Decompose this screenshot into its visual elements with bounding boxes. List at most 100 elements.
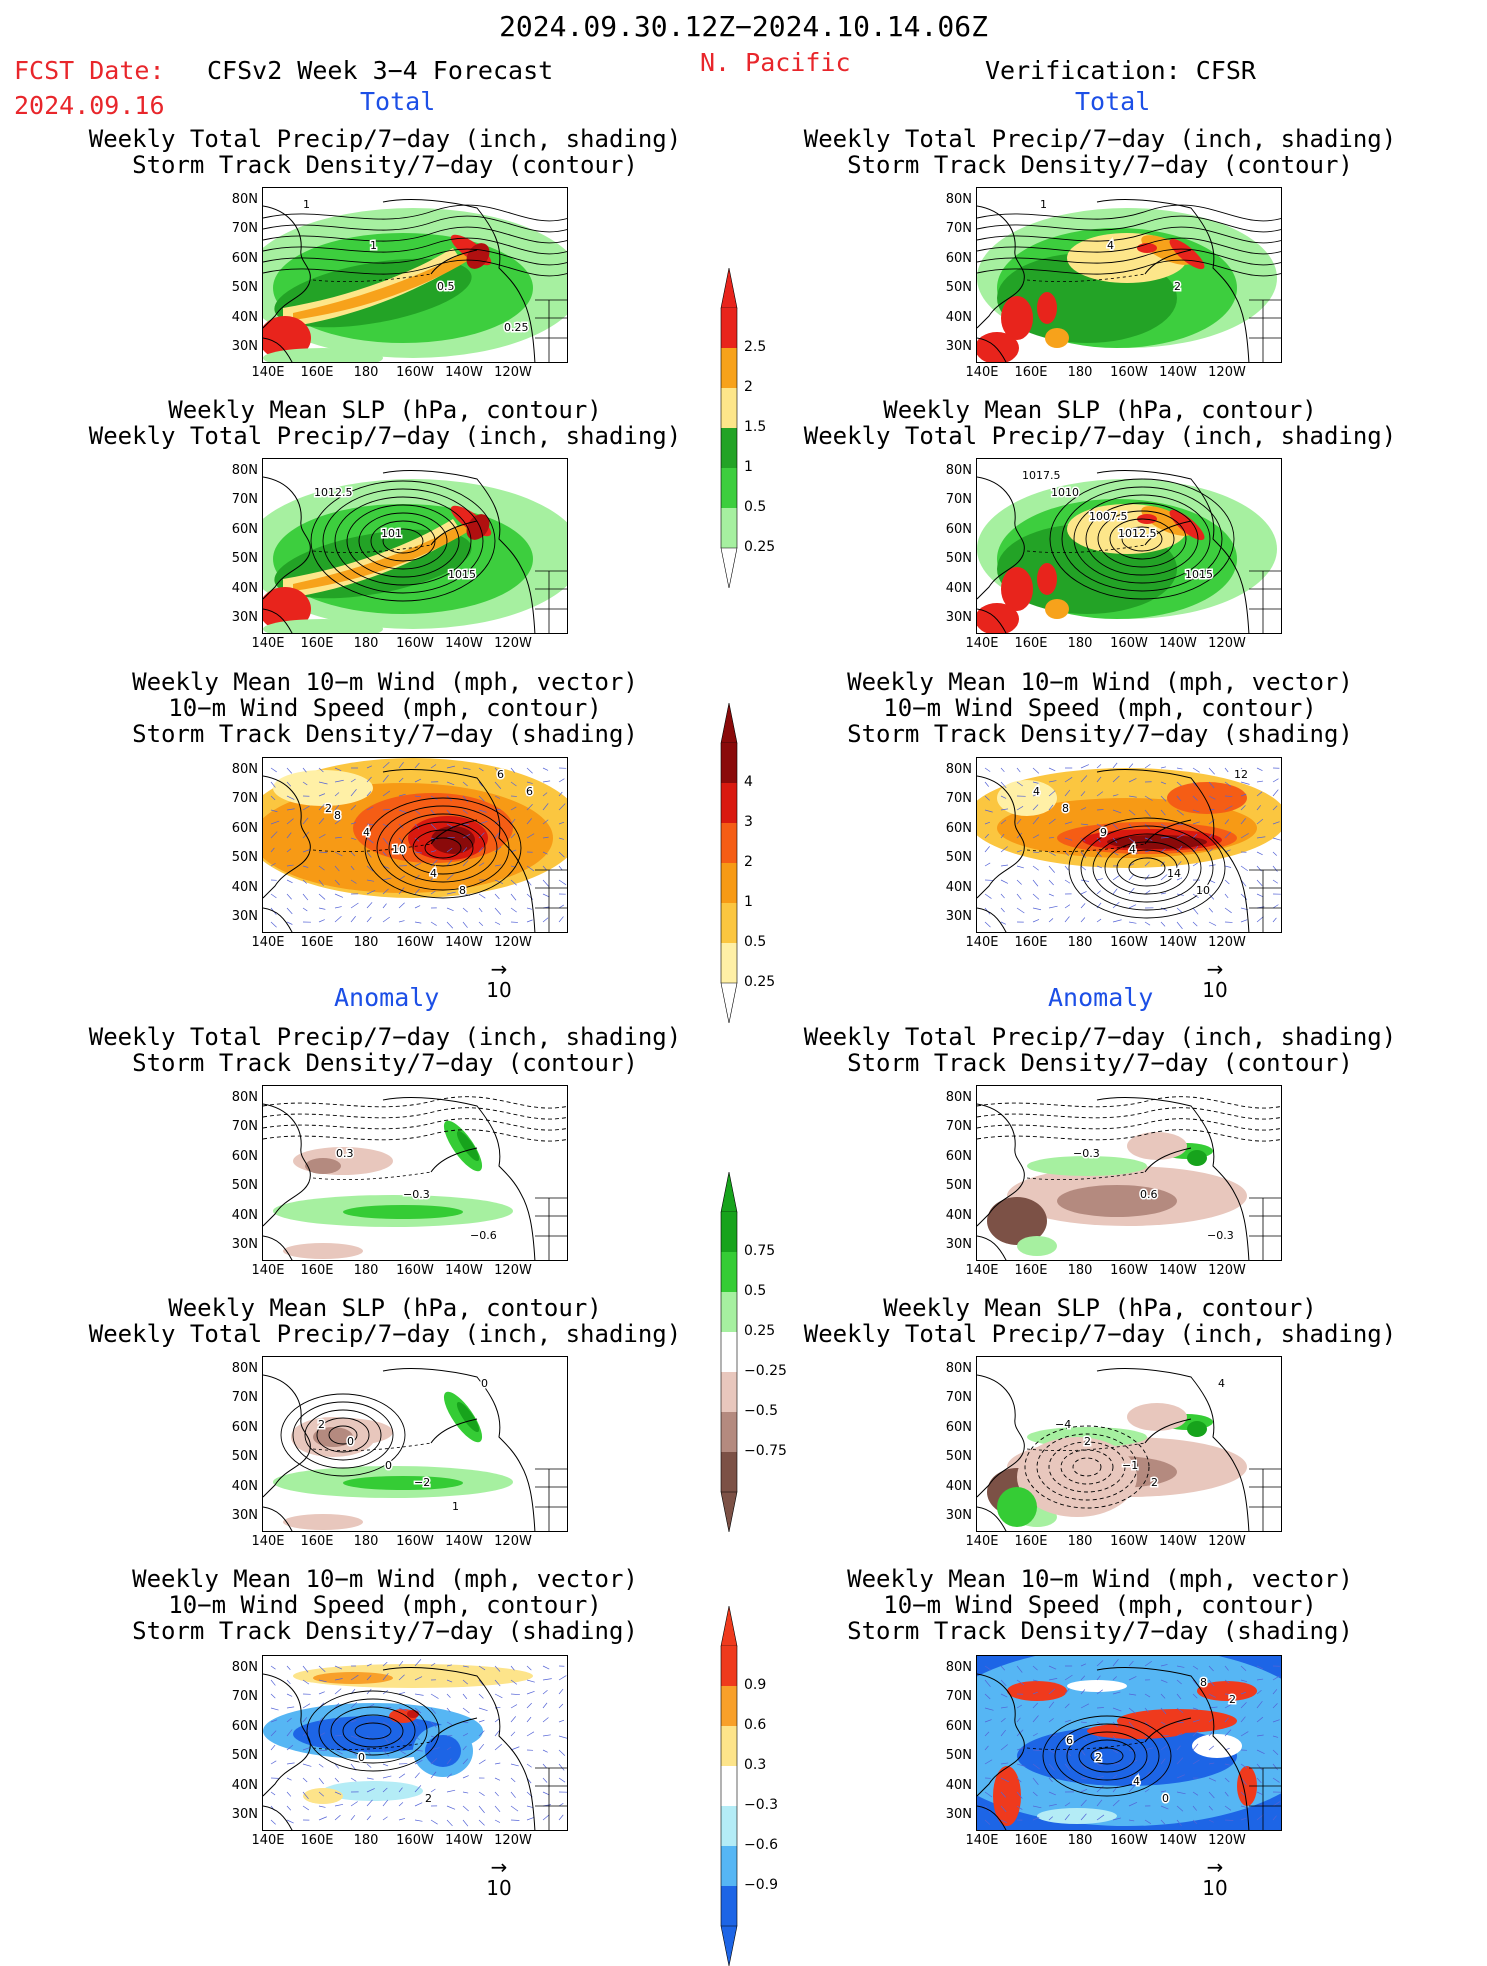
contour-label-p11-0: 2 [1084, 1435, 1091, 1448]
lon-label-r4-c1-3: 160W [393, 1263, 437, 1278]
lat-label-r4-c1-4: 40N [224, 1208, 258, 1223]
colorbar-label-storm_anom-3: −0.3 [744, 1797, 778, 1813]
panel-title-r6-c2-l3: Storm Track Density/7−day (shading) [770, 1618, 1430, 1644]
lat-label-r3-c1-3: 50N [224, 850, 258, 865]
colorbar-label-precip_total-5: 0.25 [744, 539, 775, 555]
panel-title-r3-c2-l2: 10−m Wind Speed (mph, contour) [770, 695, 1430, 721]
colorbar-label-precip_anom-1: 0.5 [744, 1283, 766, 1299]
lat-label-r4-c1-3: 50N [224, 1178, 258, 1193]
contour-label-p10-2: −0.3 [1207, 1229, 1234, 1242]
lon-label-r3-c1-5: 120W [491, 935, 535, 950]
lat-label-r4-c2-2: 60N [938, 1149, 972, 1164]
colorbar-label-precip_total-4: 0.5 [744, 499, 766, 515]
lon-label-r1-c1-1: 160E [295, 365, 339, 380]
contour-label-p1-2: 0.5 [437, 280, 455, 293]
lon-label-r6-c1-2: 180 [344, 1833, 388, 1848]
panel-title-r5-c2-l2: Weekly Total Precip/7−day (inch, shading… [770, 1321, 1430, 1347]
contour-label-p1-0: 1 [303, 198, 310, 211]
lon-label-r5-c1-0: 140E [246, 1534, 290, 1549]
lon-label-r4-c2-3: 160W [1107, 1263, 1151, 1278]
contour-label-p10-0: −0.3 [1073, 1147, 1100, 1160]
panel-title-r3-c1-l2: 10−m Wind Speed (mph, contour) [55, 695, 715, 721]
contour-label-p8-0: 1010 [1051, 486, 1079, 499]
lat-label-r6-c2-0: 80N [938, 1660, 972, 1675]
lon-label-r6-c1-0: 140E [246, 1833, 290, 1848]
lat-label-r4-c1-2: 60N [224, 1149, 258, 1164]
lon-label-r3-c2-5: 120W [1205, 935, 1249, 950]
panel-title-r2-c2-l1: Weekly Mean SLP (hPa, contour) [770, 397, 1430, 423]
section-total-left: Total [360, 87, 435, 116]
lat-label-r3-c1-5: 30N [224, 909, 258, 924]
lon-label-r3-c1-3: 160W [393, 935, 437, 950]
lat-label-r2-c2-4: 40N [938, 581, 972, 596]
contour-label-p10-1: 0.6 [1140, 1188, 1158, 1201]
lon-label-r4-c1-4: 140W [442, 1263, 486, 1278]
contour-label-p7-1: 4 [1107, 239, 1114, 252]
lon-label-r2-c1-2: 180 [344, 636, 388, 651]
lat-label-r6-c1-2: 60N [224, 1719, 258, 1734]
lon-label-r3-c2-3: 160W [1107, 935, 1151, 950]
lat-label-r1-c2-0: 80N [938, 192, 972, 207]
lat-label-r4-c1-1: 70N [224, 1119, 258, 1134]
lon-label-r1-c2-4: 140W [1156, 365, 1200, 380]
lat-label-r1-c2-5: 30N [938, 339, 972, 354]
colorbar-label-storm_total-4: 0.5 [744, 934, 766, 950]
lon-label-r2-c1-3: 160W [393, 636, 437, 651]
contour-label-p6-1: 2 [425, 1792, 432, 1805]
lat-label-r5-c2-3: 50N [938, 1449, 972, 1464]
colorbar-label-precip_total-0: 2.5 [744, 339, 766, 355]
lat-label-r3-c2-1: 70N [938, 791, 972, 806]
lat-label-r2-c2-5: 30N [938, 610, 972, 625]
lon-label-r2-c1-5: 120W [491, 636, 535, 651]
lon-label-r6-c2-2: 180 [1058, 1833, 1102, 1848]
panel-title-r3-c2-l1: Weekly Mean 10−m Wind (mph, vector) [770, 669, 1430, 695]
lon-label-r6-c1-4: 140W [442, 1833, 486, 1848]
contour-label-p9-4: 9 [1100, 826, 1107, 839]
lon-label-r2-c2-5: 120W [1205, 636, 1249, 651]
lon-label-r5-c1-2: 180 [344, 1534, 388, 1549]
lon-label-r6-c1-1: 160E [295, 1833, 339, 1848]
contour-label-p2-1: 101 [381, 527, 402, 540]
contour-label-p8-1: 1012.5 [1118, 527, 1157, 540]
colorbar-label-storm_total-3: 1 [744, 894, 753, 910]
lat-label-r5-c1-3: 50N [224, 1449, 258, 1464]
panel-title-r1-c1-l2: Storm Track Density/7−day (contour) [55, 152, 715, 178]
contour-label-p1-3: 0.25 [504, 321, 529, 334]
lat-label-r2-c1-4: 40N [224, 581, 258, 596]
lat-label-r1-c2-1: 70N [938, 221, 972, 236]
lon-label-r5-c2-2: 180 [1058, 1534, 1102, 1549]
lat-label-r1-c1-4: 40N [224, 310, 258, 325]
lat-label-r5-c1-2: 60N [224, 1420, 258, 1435]
lat-label-r5-c2-0: 80N [938, 1361, 972, 1376]
lon-label-r2-c2-3: 160W [1107, 636, 1151, 651]
lat-label-r5-c1-4: 40N [224, 1479, 258, 1494]
lon-label-r5-c2-5: 120W [1205, 1534, 1249, 1549]
contour-label-p9-2: 10 [1196, 884, 1210, 897]
map-panel-r4-c2: −0.3 0.6 −0.3 [976, 1085, 1282, 1261]
lat-label-r6-c2-3: 50N [938, 1748, 972, 1763]
contour-label-p1-1: 1 [370, 239, 377, 252]
contour-label-p2-2: 1015 [448, 568, 476, 581]
colorbar-label-storm_anom-5: −0.9 [744, 1877, 778, 1893]
section-total-right: Total [1075, 87, 1150, 116]
colorbar-label-precip_anom-4: −0.5 [744, 1403, 778, 1419]
lat-label-r3-c2-2: 60N [938, 821, 972, 836]
lat-label-r3-c2-3: 50N [938, 850, 972, 865]
contour-label-p5-5: 1 [452, 1500, 459, 1513]
lat-label-r1-c2-3: 50N [938, 280, 972, 295]
lat-label-r6-c2-5: 30N [938, 1807, 972, 1822]
lon-label-r4-c2-0: 140E [960, 1263, 1004, 1278]
contour-label-p9-1: 4 [1129, 843, 1136, 856]
contour-label-p6-0: 0 [358, 1751, 365, 1764]
lat-label-r3-c1-2: 60N [224, 821, 258, 836]
panel-title-r4-c2-l1: Weekly Total Precip/7−day (inch, shading… [770, 1024, 1430, 1050]
lon-label-r5-c2-1: 160E [1009, 1534, 1053, 1549]
lon-label-r4-c1-1: 160E [295, 1263, 339, 1278]
lon-label-r6-c2-0: 140E [960, 1833, 1004, 1848]
colorbar-precip_anom [717, 1172, 741, 1532]
lat-label-r1-c1-3: 50N [224, 280, 258, 295]
lon-label-r2-c2-0: 140E [960, 636, 1004, 651]
